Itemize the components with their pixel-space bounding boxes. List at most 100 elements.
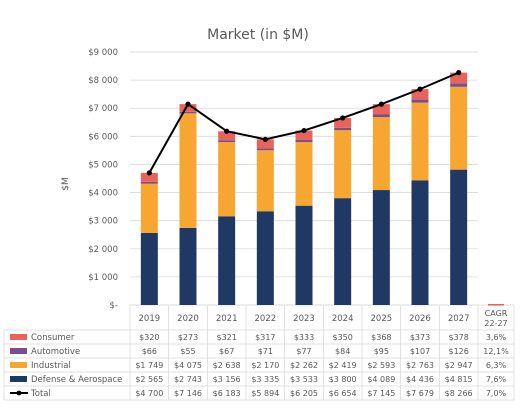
table-value: $7 146 — [174, 389, 202, 398]
table-value: $84 — [335, 347, 350, 356]
table-value: $378 — [448, 333, 468, 342]
table-value: $2 565 — [135, 375, 163, 384]
bar-segment — [334, 130, 352, 199]
total-point — [224, 128, 230, 134]
cagr-value: 7,6% — [486, 375, 507, 384]
bar-segment — [450, 86, 468, 170]
y-tick-label: $2 000 — [88, 245, 118, 255]
x-category-label: 2019 — [139, 314, 161, 324]
y-tick-label: $9 000 — [88, 48, 118, 58]
cagr-header: CAGR — [485, 309, 508, 318]
table-value: $2 262 — [290, 361, 318, 370]
x-category-label: 2024 — [332, 314, 354, 324]
x-category-label: 2021 — [216, 314, 238, 324]
bar-segment — [295, 139, 313, 143]
bar-segment — [334, 198, 352, 305]
x-category-label: 2022 — [255, 314, 277, 324]
bar-segment — [295, 130, 313, 140]
chart-title: Market (in $M) — [207, 27, 309, 43]
table-value: $273 — [178, 333, 198, 342]
table-value: $350 — [332, 333, 352, 342]
table-value: $1 749 — [135, 361, 163, 370]
data-table: 2019 2020 2021 2022 2023 2024 2025 2026 2027 CAGR… — [3, 304, 515, 401]
table-value: $4 436 — [406, 375, 434, 384]
legend-key — [10, 362, 27, 368]
y-tick-label: $3 000 — [88, 217, 118, 227]
bar-segment — [372, 114, 390, 118]
table-value: $2 593 — [367, 361, 395, 370]
bar-segment — [140, 172, 158, 182]
x-category-label: 2027 — [448, 314, 470, 324]
table-value: $320 — [139, 333, 159, 342]
x-category-label: 2023 — [293, 314, 315, 324]
total-point — [262, 136, 268, 142]
bar-segment — [411, 99, 429, 103]
table-value: $2 763 — [406, 361, 434, 370]
legend-line-key-point — [16, 390, 22, 396]
series-name: Defense & Aerospace — [31, 375, 122, 385]
bar-segment — [450, 83, 468, 87]
series-name: Total — [30, 389, 51, 399]
table-value: $3 156 — [213, 375, 241, 384]
bar-segment — [450, 169, 468, 305]
x-category-label: 2020 — [177, 314, 199, 324]
table-value: $77 — [296, 347, 311, 356]
bar-segment — [256, 139, 274, 149]
bar-segment — [140, 183, 158, 233]
table-value: $7 145 — [367, 389, 395, 398]
table-value: $2 638 — [213, 361, 241, 370]
y-tick-label: $6 000 — [88, 132, 118, 142]
y-tick-label: $4 000 — [88, 189, 118, 199]
series-name: Industrial — [31, 361, 71, 371]
y-tick-label: $1 000 — [88, 273, 118, 283]
bar-segment — [256, 150, 274, 212]
table-value: $317 — [255, 333, 275, 342]
y-axis-label: $M — [61, 177, 71, 191]
table-value: $95 — [374, 347, 389, 356]
table-value: $107 — [410, 347, 430, 356]
bar-segment — [179, 113, 197, 228]
bar-segment — [334, 127, 352, 131]
bar-segment — [218, 140, 236, 143]
bar-segment — [256, 211, 274, 305]
bar-segment — [179, 104, 197, 112]
table-value: $373 — [410, 333, 430, 342]
x-category-label: 2026 — [409, 314, 431, 324]
bar-segment — [411, 180, 429, 305]
legend-key — [10, 376, 27, 382]
y-tick-label: $5 000 — [88, 160, 118, 170]
table-value: $6 205 — [290, 389, 318, 398]
table-value: $6 654 — [329, 389, 357, 398]
table-value: $3 533 — [290, 375, 318, 384]
bar-segment — [218, 216, 236, 305]
series-name: Automotive — [31, 347, 80, 357]
x-category-label: 2025 — [371, 314, 393, 324]
total-point — [146, 170, 152, 176]
total-point — [456, 70, 462, 76]
cagr-value: 6,3% — [486, 361, 507, 370]
bar-segment — [295, 142, 313, 206]
cagr-value: 3,6% — [486, 333, 507, 342]
total-point — [417, 86, 423, 92]
bar-segment — [179, 111, 197, 114]
table-value: $126 — [448, 347, 468, 356]
bar-segment — [140, 181, 158, 184]
cagr-header: 22-27 — [484, 319, 507, 328]
y-tick-label: $8 000 — [88, 76, 118, 86]
table-value: $2 743 — [174, 375, 202, 384]
table-value: $67 — [219, 347, 234, 356]
table-value: $71 — [258, 347, 273, 356]
total-point — [378, 101, 384, 107]
bar-segment — [372, 117, 390, 191]
table-value: $3 800 — [329, 375, 357, 384]
table-value: $4 089 — [367, 375, 395, 384]
cagr-value: 12,1% — [483, 347, 509, 356]
bar-segment — [218, 142, 236, 217]
total-line — [146, 70, 462, 176]
total-point — [340, 115, 346, 121]
table-value: $6 183 — [213, 389, 241, 398]
bar-segment — [140, 232, 158, 305]
bar-segment — [372, 104, 390, 115]
bar-segment — [411, 102, 429, 181]
